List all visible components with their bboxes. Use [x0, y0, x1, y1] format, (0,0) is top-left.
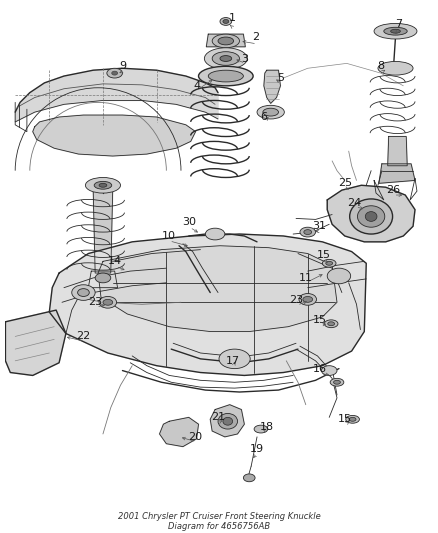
Text: 3: 3 — [241, 53, 248, 63]
Ellipse shape — [327, 268, 351, 284]
Polygon shape — [206, 34, 245, 47]
Ellipse shape — [303, 296, 313, 302]
Ellipse shape — [350, 199, 392, 234]
Ellipse shape — [357, 206, 385, 227]
Ellipse shape — [365, 212, 377, 221]
Ellipse shape — [300, 227, 315, 237]
Polygon shape — [379, 164, 415, 183]
Ellipse shape — [218, 37, 233, 45]
Text: 15: 15 — [317, 251, 331, 261]
Ellipse shape — [244, 474, 255, 482]
Text: 9: 9 — [119, 61, 126, 71]
Ellipse shape — [72, 285, 95, 301]
Text: 7: 7 — [395, 19, 402, 29]
Ellipse shape — [257, 106, 284, 119]
Ellipse shape — [220, 55, 232, 61]
Ellipse shape — [219, 349, 250, 369]
Ellipse shape — [326, 261, 332, 265]
Text: 4: 4 — [193, 81, 200, 91]
Ellipse shape — [223, 417, 233, 425]
Text: 19: 19 — [250, 443, 264, 454]
Polygon shape — [49, 234, 366, 375]
Ellipse shape — [99, 183, 107, 187]
Text: 2001 Chrysler PT Cruiser Front Steering Knuckle
Diagram for 4656756AB: 2001 Chrysler PT Cruiser Front Steering … — [118, 512, 320, 531]
Ellipse shape — [223, 20, 229, 23]
Ellipse shape — [374, 23, 417, 39]
Text: 23: 23 — [88, 297, 102, 308]
Ellipse shape — [95, 273, 111, 283]
Text: 5: 5 — [277, 73, 284, 83]
Ellipse shape — [330, 378, 344, 386]
Text: 31: 31 — [312, 221, 326, 231]
Ellipse shape — [107, 68, 123, 78]
Text: 23: 23 — [289, 295, 303, 305]
Ellipse shape — [299, 294, 317, 305]
Text: 24: 24 — [347, 198, 362, 208]
Ellipse shape — [99, 296, 117, 308]
Ellipse shape — [321, 366, 337, 375]
Polygon shape — [327, 185, 415, 242]
Text: 21: 21 — [211, 413, 225, 422]
Polygon shape — [93, 190, 113, 273]
Polygon shape — [264, 70, 280, 103]
Polygon shape — [15, 68, 218, 122]
Ellipse shape — [103, 300, 113, 305]
Ellipse shape — [324, 320, 338, 328]
Polygon shape — [33, 115, 196, 156]
Text: 26: 26 — [386, 185, 401, 195]
Ellipse shape — [328, 322, 335, 326]
Ellipse shape — [218, 414, 237, 429]
Text: 2: 2 — [252, 32, 260, 42]
Ellipse shape — [198, 66, 253, 86]
Polygon shape — [210, 405, 244, 437]
Polygon shape — [388, 136, 407, 166]
Text: 1: 1 — [229, 13, 236, 22]
Text: 14: 14 — [108, 256, 122, 266]
Ellipse shape — [391, 29, 400, 33]
Ellipse shape — [205, 228, 225, 240]
Ellipse shape — [212, 34, 240, 48]
Ellipse shape — [254, 425, 268, 433]
Text: 18: 18 — [260, 422, 274, 432]
Text: 22: 22 — [76, 332, 91, 342]
Ellipse shape — [78, 289, 89, 296]
Ellipse shape — [205, 48, 247, 69]
Ellipse shape — [384, 27, 407, 35]
Text: 11: 11 — [299, 273, 313, 283]
Polygon shape — [5, 310, 66, 375]
Ellipse shape — [263, 108, 279, 116]
Ellipse shape — [112, 71, 117, 75]
Text: 20: 20 — [188, 432, 203, 442]
Ellipse shape — [304, 230, 312, 235]
Text: 6: 6 — [260, 112, 267, 122]
Polygon shape — [88, 271, 117, 288]
Ellipse shape — [334, 381, 340, 384]
Text: 10: 10 — [162, 231, 176, 241]
Text: 15: 15 — [312, 315, 326, 325]
Ellipse shape — [212, 52, 240, 66]
Ellipse shape — [349, 417, 356, 421]
Ellipse shape — [85, 177, 120, 193]
Polygon shape — [98, 246, 337, 332]
Text: 30: 30 — [182, 217, 196, 228]
Ellipse shape — [322, 260, 336, 267]
Text: 25: 25 — [338, 179, 352, 188]
Text: 15: 15 — [338, 414, 352, 424]
Ellipse shape — [208, 70, 244, 82]
Ellipse shape — [346, 415, 360, 423]
Text: 8: 8 — [377, 61, 385, 71]
Text: 17: 17 — [226, 356, 240, 366]
Text: 16: 16 — [312, 364, 326, 374]
Ellipse shape — [94, 181, 112, 189]
Polygon shape — [159, 417, 198, 447]
Ellipse shape — [220, 18, 232, 26]
Ellipse shape — [378, 61, 413, 75]
